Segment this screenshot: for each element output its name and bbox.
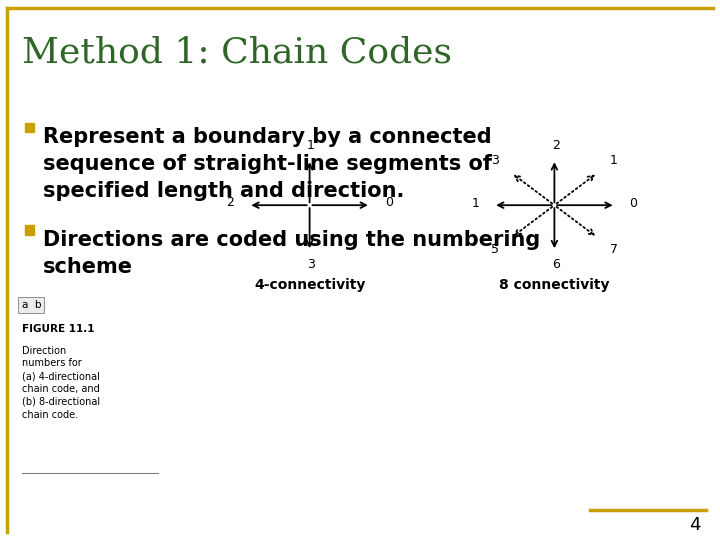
- Bar: [25, 123, 34, 132]
- Text: 2: 2: [553, 139, 560, 152]
- Text: 6: 6: [553, 258, 560, 271]
- Bar: [25, 225, 34, 235]
- Text: 5: 5: [491, 243, 499, 256]
- Text: Represent a boundary by a connected
sequence of straight-line segments of
specif: Represent a boundary by a connected sequ…: [43, 127, 492, 201]
- Text: 8 connectivity: 8 connectivity: [499, 278, 610, 292]
- Text: 2: 2: [227, 196, 234, 209]
- Text: 4: 4: [689, 516, 701, 534]
- Text: 0: 0: [629, 197, 638, 210]
- Text: Method 1: Chain Codes: Method 1: Chain Codes: [22, 35, 451, 69]
- Text: FIGURE 11.1: FIGURE 11.1: [22, 324, 94, 334]
- Text: a  b: a b: [22, 300, 41, 310]
- Text: 4-connectivity: 4-connectivity: [254, 278, 365, 292]
- Text: 7: 7: [610, 243, 618, 256]
- Text: Direction
numbers for
(a) 4-directional
chain code, and
(b) 8-directional
chain : Direction numbers for (a) 4-directional …: [22, 346, 100, 420]
- Text: 1: 1: [307, 139, 315, 152]
- Text: 1: 1: [610, 154, 618, 167]
- Text: 3: 3: [307, 258, 315, 271]
- Text: 1: 1: [472, 197, 479, 210]
- Text: 3: 3: [491, 154, 499, 167]
- Text: 0: 0: [384, 196, 393, 209]
- Text: Directions are coded using the numbering
scheme: Directions are coded using the numbering…: [43, 230, 541, 276]
